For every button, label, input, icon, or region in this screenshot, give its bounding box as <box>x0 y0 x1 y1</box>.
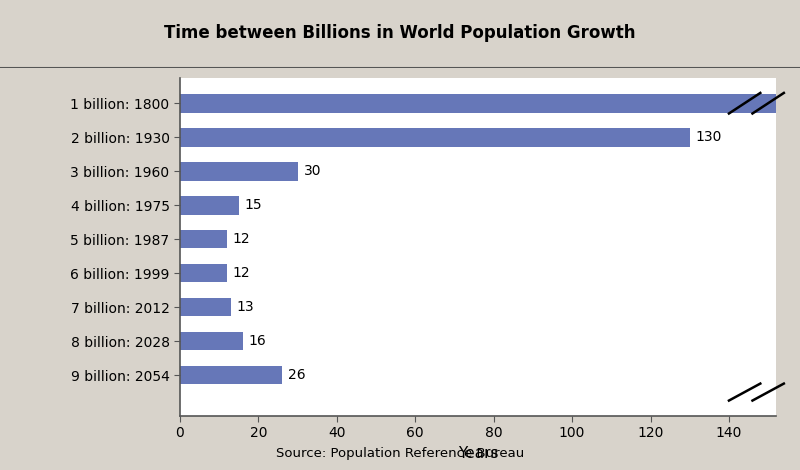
Text: 130: 130 <box>696 130 722 144</box>
Text: Time between Billions in World Population Growth: Time between Billions in World Populatio… <box>164 24 636 42</box>
X-axis label: Years: Years <box>458 446 498 461</box>
Bar <box>180 366 282 384</box>
Bar <box>180 264 227 282</box>
Text: 15: 15 <box>245 198 262 212</box>
Text: 30: 30 <box>303 164 321 178</box>
Text: 16: 16 <box>249 334 266 348</box>
Bar <box>180 94 776 112</box>
Bar <box>180 128 690 147</box>
Bar <box>180 230 227 249</box>
Text: Source: Population Reference Bureau: Source: Population Reference Bureau <box>276 446 524 460</box>
Bar <box>180 196 239 214</box>
Text: 12: 12 <box>233 232 250 246</box>
Bar <box>180 162 298 180</box>
Bar <box>180 332 242 351</box>
Bar <box>180 298 231 316</box>
Text: 12: 12 <box>233 266 250 280</box>
Text: 13: 13 <box>237 300 254 314</box>
Text: 26: 26 <box>288 368 306 382</box>
